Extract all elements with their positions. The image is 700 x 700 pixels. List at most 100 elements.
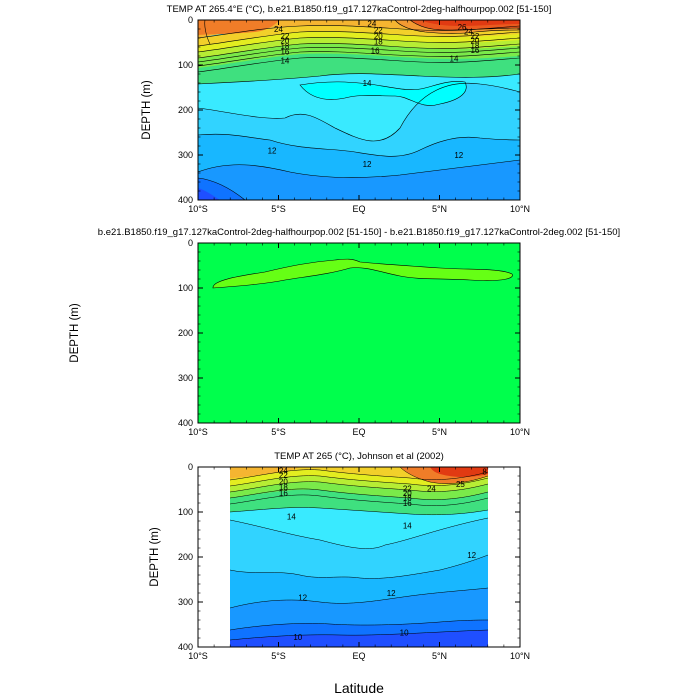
panel-2-ylabel: DEPTH (m): [69, 303, 81, 363]
contour-label: 24: [279, 467, 288, 476]
contour-label: 12: [387, 589, 396, 598]
contour-label: 24: [367, 20, 376, 29]
panel-1-ylabel: DEPTH (m): [141, 80, 153, 140]
panel-3-axes: 10°S 5°S EQ 5°N 10°N 0 100 200 300 400: [178, 462, 530, 661]
x-tick-label: 5°S: [271, 427, 286, 437]
obs-band-warmest: [430, 467, 488, 477]
contour-label: 18: [403, 494, 412, 503]
contour-label: 16: [279, 489, 288, 498]
obs-contour-lines: [230, 467, 488, 641]
x-tick-label: 5°N: [432, 204, 447, 214]
y-tick-label: 100: [178, 60, 193, 70]
contour-label: 14: [450, 54, 459, 63]
panel-1-title: TEMP AT 265.4°E (°C), b.e21.B1850.f19_g1…: [167, 4, 552, 15]
y-tick-label: 200: [178, 105, 193, 115]
obs-band-16-18: [230, 486, 488, 515]
contour-label: 20: [470, 37, 479, 46]
band-16-18: [198, 51, 520, 84]
y-tick-label: 300: [178, 597, 193, 607]
contour-label: 22: [279, 471, 288, 480]
contour-label: 12: [363, 160, 372, 169]
x-tick-label: 5°S: [271, 204, 286, 214]
contour-label: 24: [427, 485, 436, 494]
contour-label: 14: [287, 513, 296, 522]
obs-band-20-22: [230, 473, 488, 492]
contour-label: 26: [458, 23, 467, 32]
panel-1-contour-labels: 2422201816142422201816142624222018161412…: [268, 20, 480, 169]
contour-label: 18: [279, 483, 288, 492]
contour-label: 18: [470, 42, 479, 51]
contour-label: 25: [456, 480, 465, 489]
band-10-11: [198, 160, 520, 200]
panel-2-contours: [198, 243, 520, 423]
figure-xlabel: Latitude: [334, 680, 384, 696]
contour-label: 16: [403, 499, 412, 508]
y-tick-label: 400: [178, 418, 193, 428]
y-tick-label: 300: [178, 373, 193, 383]
x-tick-label: 10°N: [510, 427, 530, 437]
contour-label: 20: [374, 32, 383, 41]
x-tick-label: EQ: [352, 427, 365, 437]
x-tick-label: 5°N: [432, 427, 447, 437]
panel-1: TEMP AT 265.4°E (°C), b.e21.B1850.f19_g1…: [141, 4, 551, 214]
contour-label: 22: [374, 26, 383, 35]
y-tick-label: 200: [178, 552, 193, 562]
contour-label: 22: [280, 32, 289, 41]
contour-label: 10: [293, 633, 302, 642]
obs-band-25-26: [230, 467, 300, 478]
x-tick-label: EQ: [352, 651, 365, 661]
band-warm-left: [198, 20, 280, 35]
x-tick-label: 5°N: [432, 651, 447, 661]
panel-3: TEMP AT 265 (°C), Johnson et al (2002): [149, 451, 530, 661]
contour-label: 8: [482, 468, 487, 477]
y-tick-label: 300: [178, 150, 193, 160]
contour-label: 16: [280, 48, 289, 57]
contour-label: 22: [403, 485, 412, 494]
contour-label: 12: [454, 151, 463, 160]
contour-label: 20: [279, 477, 288, 486]
contour-label: 14: [363, 79, 372, 88]
x-tick-label: 10°N: [510, 204, 530, 214]
contour-label: 22: [470, 32, 479, 41]
contour-label: 10: [400, 629, 409, 638]
y-tick-label: 0: [188, 238, 193, 248]
panel-2: b.e21.B1850.f19_g17.127kaControl-2deg-ha…: [69, 227, 620, 437]
x-tick-label: 10°S: [188, 427, 208, 437]
y-tick-label: 400: [178, 195, 193, 205]
band-27: [420, 20, 520, 26]
contour-lines: [198, 20, 520, 200]
diff-positive-region: [212, 258, 513, 289]
contour-label: 16: [470, 46, 479, 55]
panel-2-axes: 10°S 5°S EQ 5°N 10°N 0 100 200 300 400: [178, 238, 530, 437]
x-tick-label: 5°S: [271, 651, 286, 661]
panel-2-title: b.e21.B1850.f19_g17.127kaControl-2deg-ha…: [98, 227, 620, 238]
panel-3-ylabel: DEPTH (m): [149, 527, 161, 587]
x-tick-label: 10°S: [188, 204, 208, 214]
x-tick-label: 10°N: [510, 651, 530, 661]
y-tick-label: 200: [178, 328, 193, 338]
contour-label: 12: [298, 594, 307, 603]
obs-band-22-24: [230, 469, 488, 486]
contour-label: 24: [464, 28, 473, 37]
contour-label: 20: [280, 37, 289, 46]
contour-label: 14: [403, 522, 412, 531]
band-18-20: [198, 43, 520, 68]
contour-label: 18: [280, 42, 289, 51]
panel-1-contours: 2422201816142422201816142624222018161412…: [198, 20, 520, 200]
x-tick-label: 10°S: [188, 651, 208, 661]
contour-label: 24: [274, 25, 283, 34]
contour-label: 16: [371, 47, 380, 56]
y-tick-label: 0: [188, 15, 193, 25]
contour-label: 12: [268, 147, 277, 156]
contour-label: 18: [374, 38, 383, 47]
y-tick-label: 400: [178, 642, 193, 652]
band-8: [198, 188, 220, 200]
contour-label: 14: [280, 57, 289, 66]
y-tick-label: 0: [188, 462, 193, 472]
contour-label: 20: [403, 489, 412, 498]
obs-band-8-9: [230, 630, 488, 647]
band-15: [300, 81, 467, 106]
panel-1-axes: 10°S 5°S EQ 5°N 10°N 0 100 200 300 400: [178, 15, 530, 214]
